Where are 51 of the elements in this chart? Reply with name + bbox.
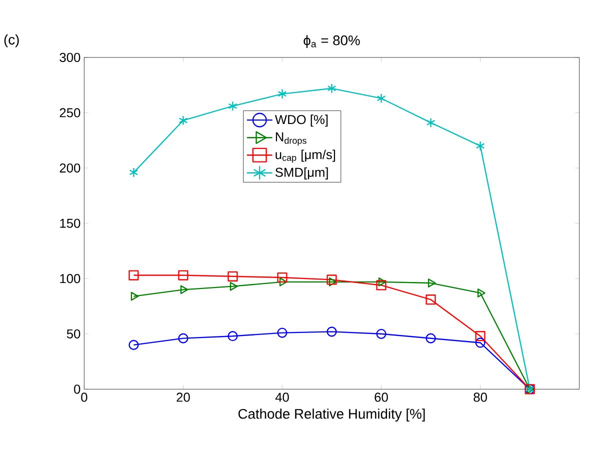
point (477, 288, 486, 298)
point (277, 328, 288, 338)
x-tick-label: 60 (374, 392, 388, 402)
point (326, 274, 337, 285)
point (476, 141, 485, 152)
legend-label: WDO [%] (274, 114, 328, 127)
point (326, 326, 337, 337)
legend-label: SMD[μm] (275, 168, 328, 180)
point (426, 333, 436, 344)
point (228, 101, 238, 112)
point (328, 278, 337, 287)
point (376, 280, 386, 291)
y-tick-label: 200 (60, 164, 80, 173)
chart-title: ϕ$_{a}$ = 80% (304, 35, 360, 48)
text: (c) (4, 34, 19, 48)
x-tick-label: 0 (81, 392, 88, 402)
point (230, 282, 238, 292)
legend-label: N$_{drops}$ (276, 132, 306, 146)
point (475, 331, 486, 342)
point (129, 168, 138, 178)
point (327, 84, 336, 94)
y-tick-label: 100 (60, 274, 80, 284)
point (376, 329, 386, 340)
y-tick-label: 300 (60, 53, 80, 62)
point (178, 270, 188, 281)
point (277, 272, 288, 283)
y-tick-label: 250 (60, 108, 80, 118)
point (279, 278, 288, 287)
legend-label: u$_{cap}$ [μm/s] (276, 150, 336, 163)
point (475, 338, 486, 348)
y-tick-label: 150 (60, 218, 80, 228)
x-tick-label: 80 (474, 392, 487, 402)
point (378, 278, 386, 287)
point (428, 278, 436, 288)
point (278, 89, 287, 100)
y-tick-label: 50 (66, 330, 80, 339)
point (228, 331, 238, 342)
point (178, 116, 188, 126)
point (130, 292, 139, 301)
x-tick-label: 40 (275, 392, 289, 402)
x-axis-title: Cathode Relative Humidity [%] (238, 408, 425, 422)
point (426, 294, 436, 305)
point (180, 285, 188, 294)
y-tick-label: 0 (74, 384, 80, 394)
point (228, 272, 238, 282)
x-tick-label: 20 (176, 392, 190, 402)
point (128, 270, 139, 281)
point (426, 118, 436, 128)
point (178, 333, 188, 344)
point (376, 94, 386, 104)
point (128, 340, 139, 350)
